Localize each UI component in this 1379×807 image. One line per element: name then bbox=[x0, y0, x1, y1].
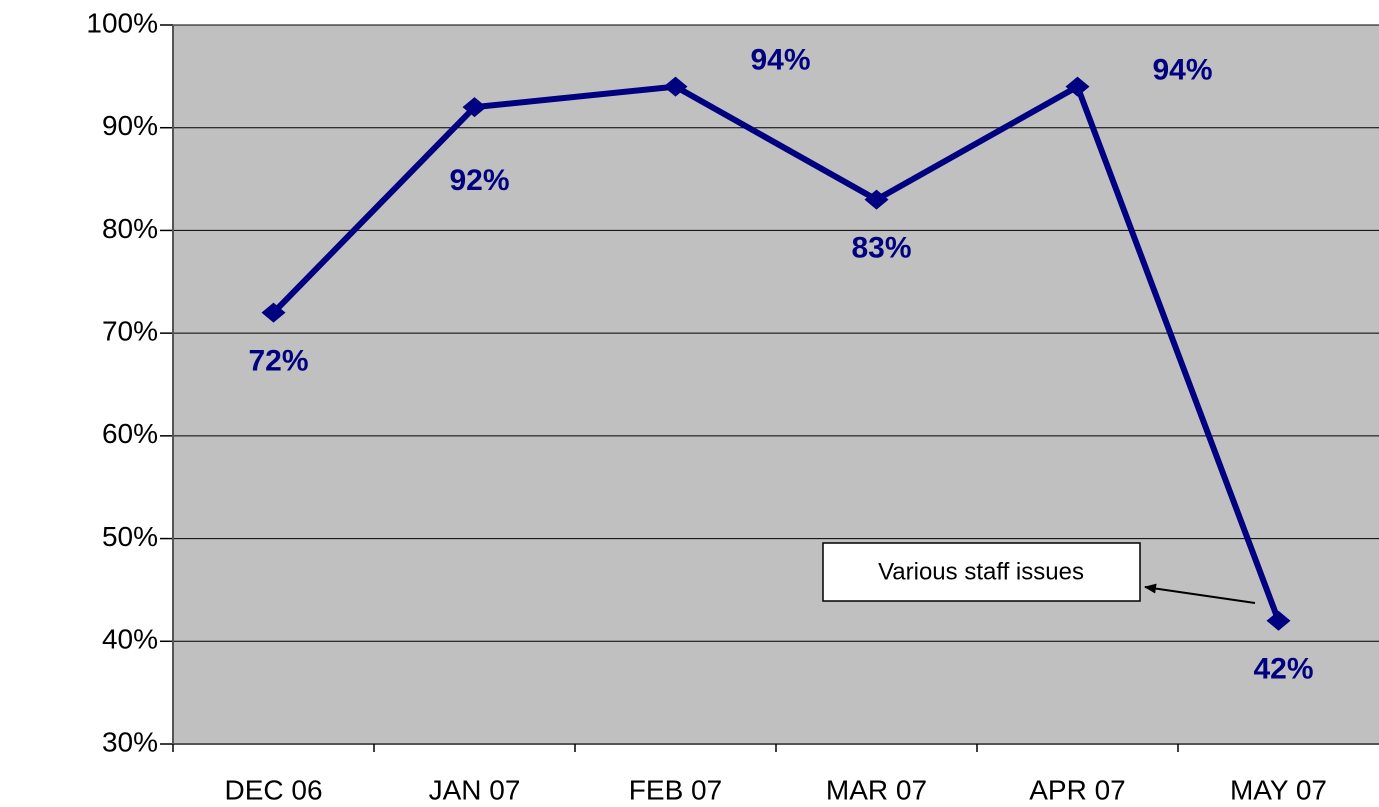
y-tick-label: 80% bbox=[102, 213, 158, 244]
line bbox=[271, 83, 1282, 622]
y-tick-label: 90% bbox=[102, 110, 158, 141]
marker bbox=[864, 189, 889, 210]
annotation-text: Various staff issues bbox=[878, 558, 1084, 585]
y-tick-label: 60% bbox=[102, 418, 158, 449]
annotation-arrow bbox=[1144, 583, 1256, 604]
data-label: 72% bbox=[248, 345, 308, 378]
data-label: 42% bbox=[1253, 653, 1313, 686]
y-tick-label: 70% bbox=[102, 316, 158, 347]
x-tick-label: JAN 07 bbox=[429, 774, 521, 805]
x-tick-label: DEC 06 bbox=[224, 774, 322, 805]
marker bbox=[462, 97, 487, 118]
y-tick-label: 50% bbox=[102, 521, 158, 552]
plot-area bbox=[173, 25, 1379, 744]
y-tick-label: 30% bbox=[102, 726, 158, 757]
data-label: 94% bbox=[1152, 54, 1212, 87]
x-tick-label: APR 07 bbox=[1029, 774, 1126, 805]
data-label: 94% bbox=[750, 44, 810, 77]
x-tick-label: MAR 07 bbox=[826, 774, 927, 805]
data-label: 83% bbox=[851, 232, 911, 265]
x-tick-label: FEB 07 bbox=[629, 774, 722, 805]
data-label: 92% bbox=[449, 164, 509, 197]
marker bbox=[663, 76, 688, 97]
y-tick-label: 40% bbox=[102, 624, 158, 655]
marker bbox=[1065, 76, 1090, 97]
x-tick-label: MAY 07 bbox=[1230, 774, 1327, 805]
y-tick-label: 100% bbox=[86, 7, 158, 38]
annotation-box bbox=[822, 542, 1141, 602]
marker bbox=[1266, 610, 1291, 631]
marker bbox=[261, 302, 286, 323]
